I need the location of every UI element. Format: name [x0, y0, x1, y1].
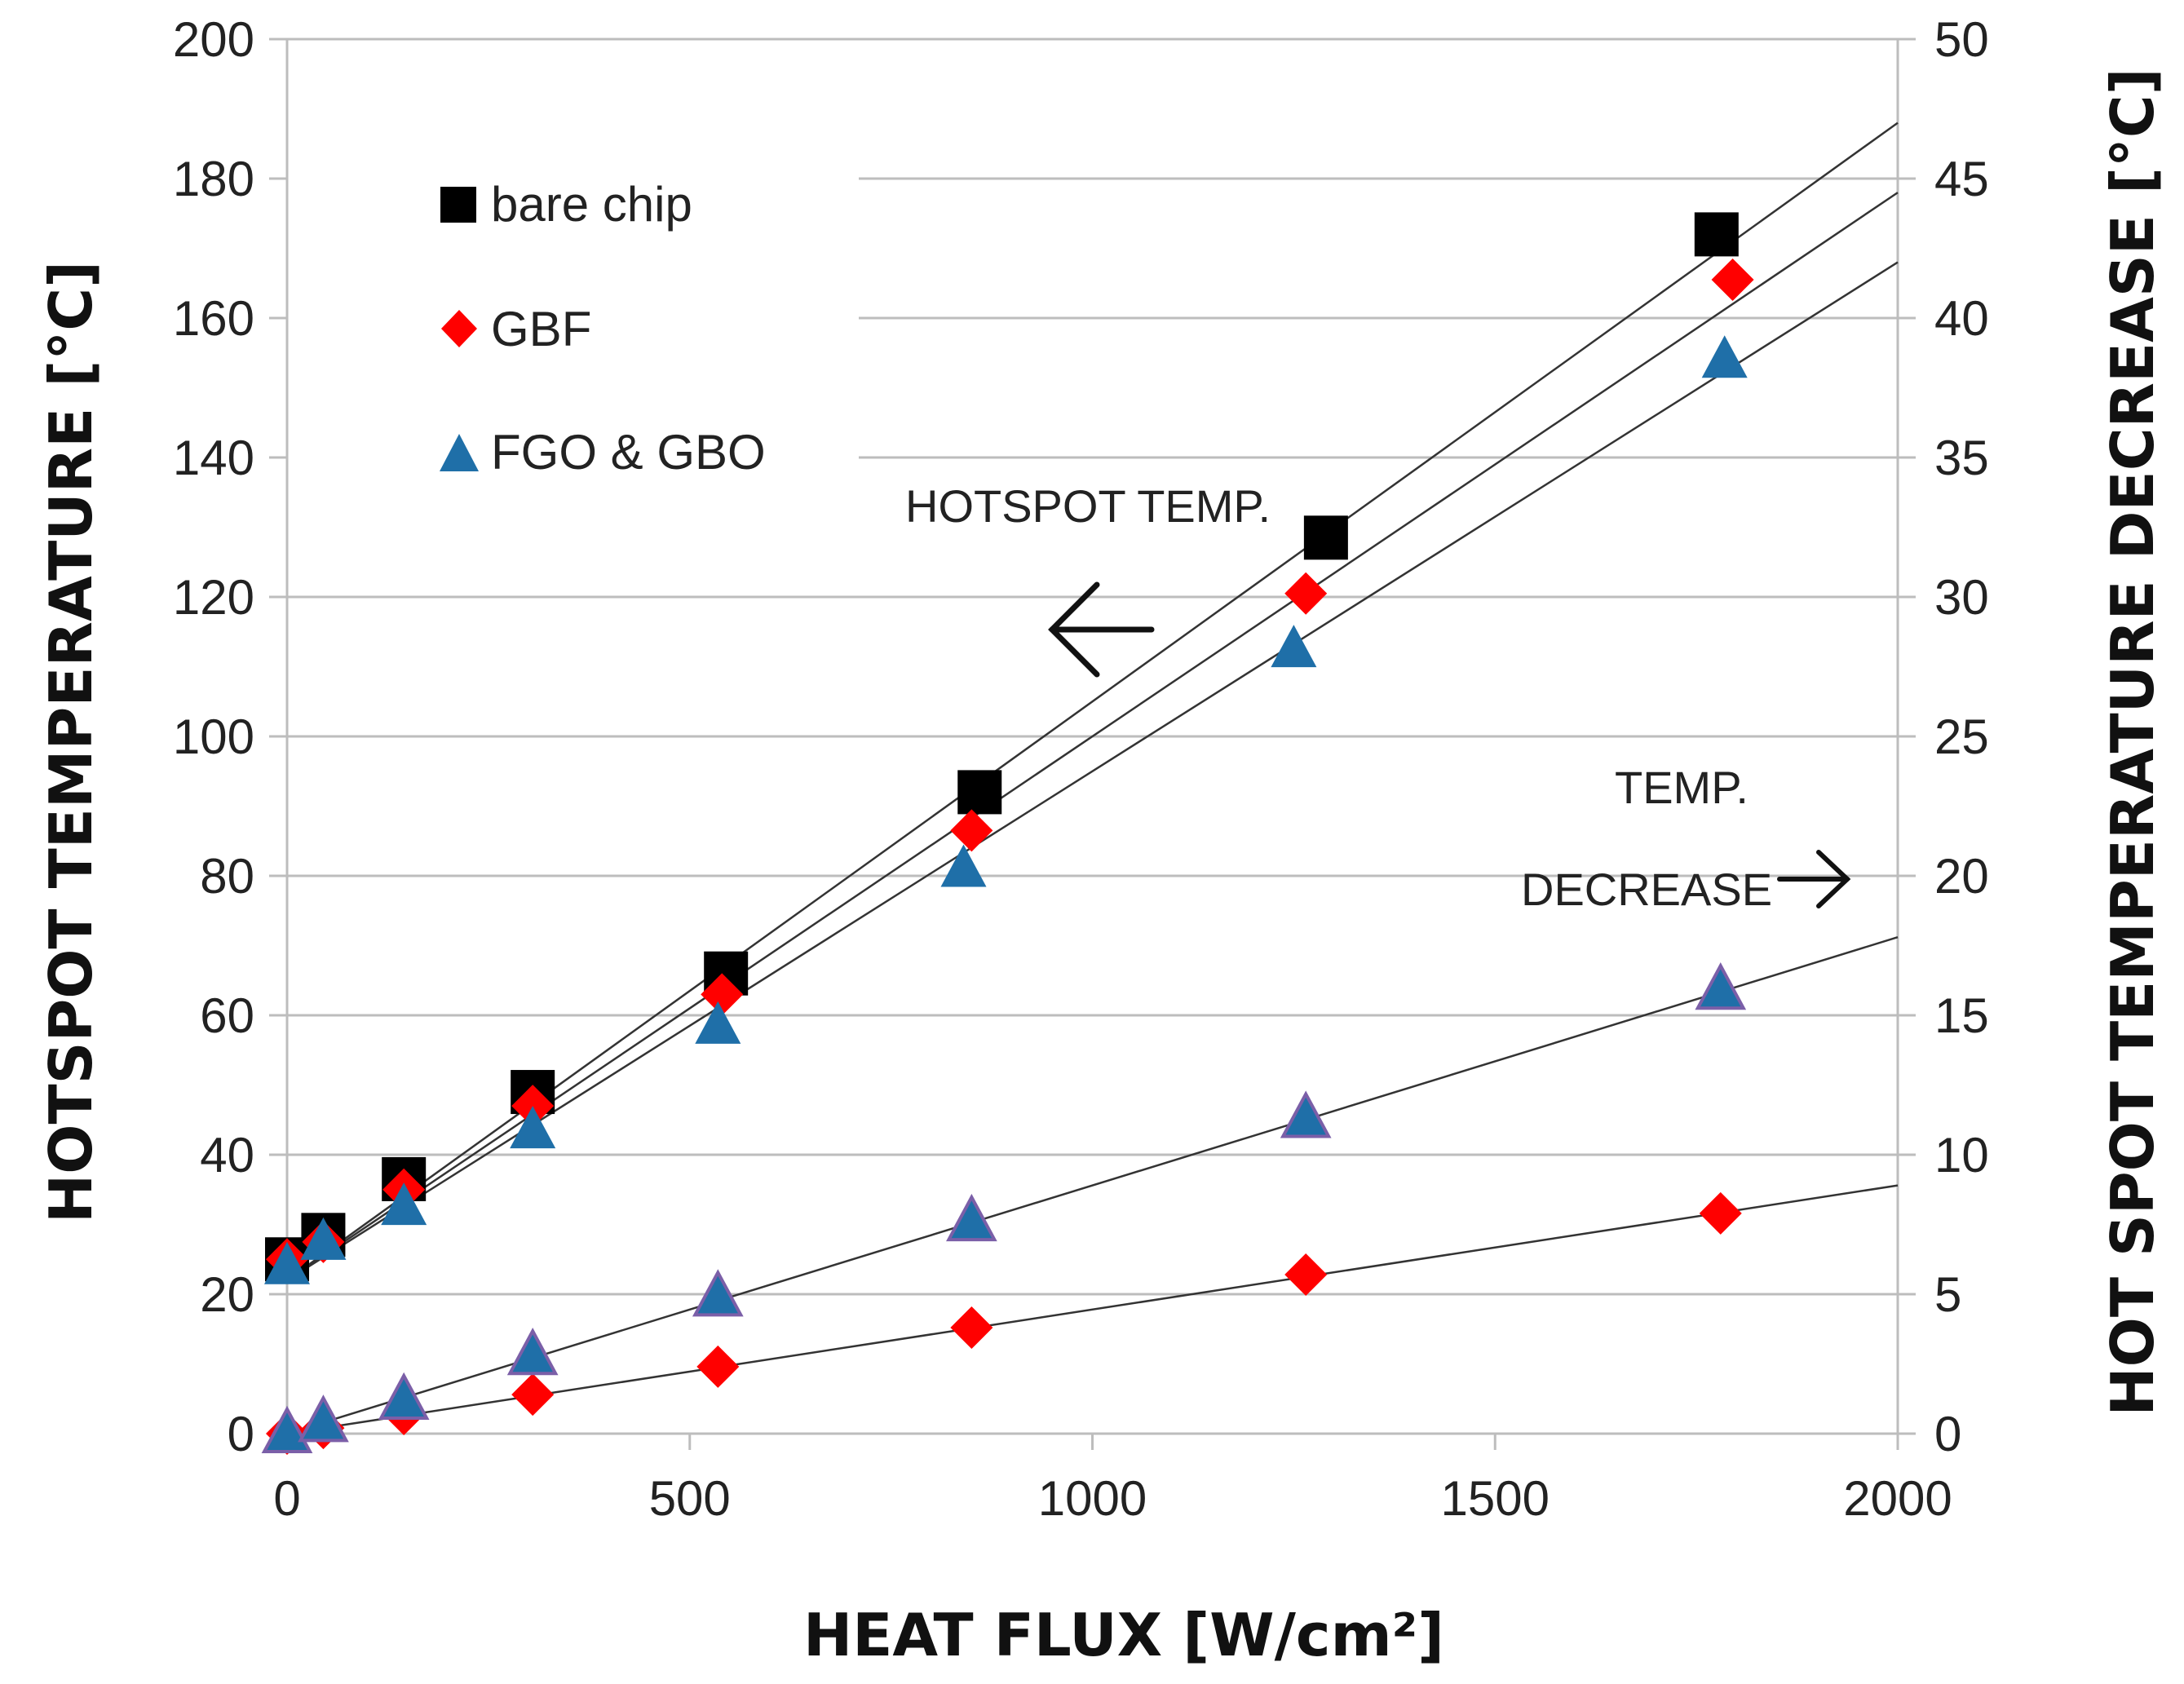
trend-line: [286, 122, 1899, 1281]
y-axis-right-title: HOT SPOT TEMPERATURE DECREASE [°C]: [2098, 68, 2167, 1416]
data-markers: [261, 212, 1754, 1455]
axes: [269, 38, 1916, 1450]
y-right-tick-label: 10: [1934, 1128, 1989, 1182]
y-left-tick-label: 20: [200, 1267, 254, 1322]
legend-marker-bare-chip: [440, 187, 476, 223]
trend-line: [286, 936, 1899, 1435]
data-point: [511, 1373, 555, 1417]
data-point: [696, 1345, 740, 1388]
data-point: [950, 809, 993, 852]
legend-label-fgo-gbo: FGO & GBO: [491, 425, 766, 480]
x-tick-label: 0: [273, 1471, 300, 1526]
data-point: [264, 1241, 310, 1284]
data-point: [1694, 212, 1739, 257]
y-right-tick-label: 5: [1934, 1267, 1961, 1322]
data-point: [957, 770, 1002, 815]
y-left-tick-label: 140: [173, 431, 254, 485]
data-point: [1284, 572, 1328, 615]
x-axis-title: HEAT FLUX [W/cm²]: [803, 1601, 1444, 1669]
annotation-decrease: DECREASE: [1521, 864, 1772, 915]
right-arrow-icon: [1777, 850, 1851, 908]
trend-line: [286, 261, 1899, 1281]
data-point: [506, 1328, 559, 1376]
y-left-tick-label: 0: [228, 1407, 254, 1461]
data-point: [695, 1001, 741, 1044]
y-left-tick-label: 120: [173, 570, 254, 625]
data-point: [1701, 335, 1748, 378]
annotations: HOTSPOT TEMP. TEMP. DECREASE: [905, 480, 1851, 915]
data-point: [381, 1182, 427, 1226]
y-left-tick-label: 40: [200, 1128, 254, 1182]
trend-line: [286, 1184, 1899, 1435]
y-right-tick-label: 45: [1934, 152, 1989, 206]
data-point: [692, 1269, 744, 1317]
y-left-tick-label: 100: [173, 709, 254, 764]
data-point: [300, 1217, 347, 1260]
data-point: [298, 1394, 349, 1443]
data-point: [946, 1193, 997, 1242]
legend-marker-fgo-gbo: [440, 434, 479, 471]
y-right-tick-label: 0: [1934, 1407, 1961, 1461]
y-right-tick-label: 30: [1934, 570, 1989, 625]
y-left-tick-label: 180: [173, 152, 254, 206]
data-point: [940, 844, 987, 887]
x-tick-label: 2000: [1843, 1471, 1952, 1526]
data-point: [950, 1306, 993, 1350]
data-point: [1303, 515, 1348, 560]
y-right-tick-label: 35: [1934, 431, 1989, 485]
y-right-tick-label: 15: [1934, 988, 1989, 1043]
trend-lines: [286, 122, 1899, 1435]
data-point: [378, 1372, 430, 1420]
data-point: [1284, 1253, 1328, 1297]
tick-labels: 0204060801001201401601802000510152025303…: [173, 12, 1989, 1526]
y-left-tick-label: 80: [200, 849, 254, 904]
data-point: [1699, 1191, 1742, 1235]
legend: bare chip GBF FGO & GBO: [440, 177, 766, 480]
legend-label-gbf: GBF: [491, 302, 591, 356]
annotation-hotspot-temp: HOTSPOT TEMP.: [905, 480, 1271, 532]
x-tick-label: 500: [649, 1471, 731, 1526]
data-point: [1711, 258, 1754, 301]
gridlines: [287, 38, 1898, 1296]
y-left-tick-label: 200: [173, 12, 254, 67]
x-tick-label: 1500: [1441, 1471, 1550, 1526]
data-point: [1695, 962, 1747, 1010]
y-axis-left-title: HOTSPOT TEMPERATURE [°C]: [37, 261, 105, 1223]
data-point: [1271, 625, 1317, 668]
y-right-tick-label: 25: [1934, 709, 1989, 764]
y-right-tick-label: 40: [1934, 291, 1989, 346]
y-left-tick-label: 60: [200, 988, 254, 1043]
y-right-tick-label: 20: [1934, 849, 1989, 904]
data-point: [510, 1106, 556, 1149]
legend-label-bare-chip: bare chip: [491, 177, 692, 232]
legend-marker-gbf: [441, 310, 477, 347]
left-arrow-icon: [1048, 581, 1155, 678]
y-left-tick-label: 160: [173, 291, 254, 346]
x-tick-label: 1000: [1038, 1471, 1147, 1526]
y-right-tick-label: 50: [1934, 12, 1989, 67]
data-point: [701, 973, 744, 1016]
trend-line: [286, 192, 1899, 1281]
data-point: [1280, 1090, 1332, 1138]
annotation-temp: TEMP.: [1615, 762, 1749, 813]
